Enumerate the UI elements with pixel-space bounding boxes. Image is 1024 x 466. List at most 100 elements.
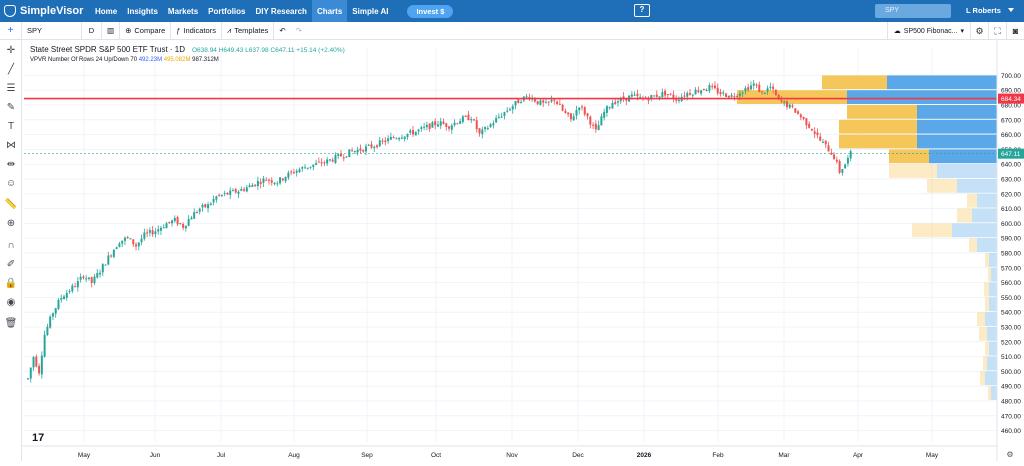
candle-body [176, 217, 179, 225]
y-tick-label: 640.00 [1001, 162, 1021, 169]
candle-body [99, 272, 102, 275]
candle-body [46, 326, 49, 335]
undo-button[interactable]: ↶ [274, 22, 290, 40]
candle-body [204, 204, 207, 208]
candle-body [229, 190, 232, 195]
candle-body [511, 106, 514, 110]
candle-body [664, 90, 667, 96]
candle-body [700, 90, 703, 94]
candle-body [159, 227, 162, 231]
candle-body [179, 223, 182, 225]
interval-selector[interactable]: D [82, 21, 102, 40]
volume-profile-down-bar [839, 134, 917, 149]
lock-icon[interactable]: 🔒 [4, 278, 18, 289]
nav-home[interactable]: Home [95, 6, 118, 16]
indicators-button[interactable]: ƒ Indicators [171, 21, 222, 40]
bar-style-button[interactable]: ▥ [102, 21, 121, 40]
ohlc-values: O638.94 H649.43 L637.98 C647.11 +15.14 (… [191, 47, 345, 54]
ruler-icon[interactable]: 📏 [4, 199, 18, 210]
candle-body [619, 97, 622, 102]
candle-body [439, 121, 442, 126]
user-menu[interactable]: L Roberts [966, 6, 1001, 15]
magnet-icon[interactable]: ∩ [7, 240, 15, 251]
nav-markets[interactable]: Markets [167, 6, 199, 16]
volume-profile-down-bar [977, 312, 985, 326]
symbol-selector[interactable]: SPY [22, 21, 82, 40]
candle-body [508, 109, 511, 111]
pencil-lock-icon[interactable]: ✐ [6, 259, 16, 270]
symbol-search-input[interactable]: SPY [875, 4, 951, 18]
x-tick-label: Mar [778, 452, 790, 459]
emoji-icon[interactable]: ☺ [5, 178, 17, 189]
candle-body [54, 308, 57, 314]
invest-button[interactable]: Invest $ [407, 4, 454, 18]
candle-body [799, 114, 802, 118]
nav-insights[interactable]: Insights [127, 6, 158, 16]
candle-body [605, 106, 608, 113]
volume-profile-up-bar [917, 105, 997, 119]
trash-icon[interactable]: 🗑 [4, 318, 18, 329]
shield-icon [4, 5, 16, 17]
nav-diy-research[interactable]: DIY Research [255, 6, 307, 16]
fullscreen-icon[interactable]: ⛶ [988, 22, 1006, 40]
candle-body [705, 89, 708, 92]
candle-body [220, 194, 223, 196]
candle-body [725, 93, 728, 97]
candle-body [395, 138, 398, 140]
volume-profile-down-bar [737, 90, 847, 104]
candle-body [353, 151, 356, 153]
volume-profile-down-bar [980, 371, 985, 386]
candle-body [520, 101, 523, 103]
candle-body [434, 121, 437, 126]
candle-body [653, 95, 656, 97]
brand-logo[interactable]: SimpleVisor [0, 5, 90, 17]
saved-layout-selector[interactable]: ☁ SP500 Fibonac... ▾ [886, 22, 970, 40]
price-chart[interactable]: 460.00 470.00 480.00 490.00 500.00 510.00 520.… [22, 40, 1024, 461]
candle-body [478, 128, 481, 134]
volume-profile-up-bar [977, 193, 997, 208]
candle-body [436, 124, 439, 127]
candle-body [287, 172, 290, 178]
candle-body [57, 300, 60, 309]
candle-body [475, 120, 478, 130]
nav-portfolios[interactable]: Portfolios [208, 6, 246, 16]
candle-body [340, 153, 343, 157]
camera-icon[interactable]: ◙ [1006, 22, 1024, 40]
tradingview-logo-icon[interactable]: 17 [32, 432, 45, 444]
redo-button[interactable]: ↷ [291, 22, 307, 40]
help-icon[interactable]: ? [634, 4, 650, 17]
chevron-down-icon[interactable] [1008, 8, 1014, 12]
zoom-in-icon[interactable]: ⊕ [6, 218, 16, 229]
candle-body [412, 130, 415, 135]
candle-body [841, 169, 844, 173]
candle-body [630, 94, 633, 97]
crosshair-icon[interactable]: + [0, 21, 22, 40]
candle-body [168, 221, 171, 223]
compare-button[interactable]: ⊕ Compare [120, 21, 172, 40]
eye-icon[interactable]: ◉ [6, 297, 16, 308]
candle-body [575, 109, 578, 116]
candle-body [556, 101, 559, 104]
candle-body [827, 145, 830, 152]
x-tick-label: 2026 [637, 452, 652, 459]
candle-body [43, 334, 46, 357]
templates-button[interactable]: ⩘ Templates [222, 21, 275, 40]
trend-line-icon[interactable]: ╱ [7, 64, 15, 75]
fib-retracement-icon[interactable]: ☰ [6, 83, 16, 94]
settings-gear-icon[interactable]: ⚙ [970, 22, 988, 40]
prediction-icon[interactable]: ⇹ [6, 159, 16, 170]
volume-profile-up-bar [985, 312, 997, 326]
candle-body [691, 94, 694, 96]
y-tick-label: 580.00 [1001, 251, 1021, 258]
chart-area[interactable]: 460.00 470.00 480.00 490.00 500.00 510.00 520.… [22, 40, 1024, 461]
candle-body [594, 123, 597, 130]
x-tick-label: Dec [572, 452, 584, 459]
text-tool-icon[interactable]: T [7, 121, 15, 132]
candle-body [802, 117, 805, 119]
nav-charts[interactable]: Charts [311, 0, 348, 22]
candle-body [503, 112, 506, 116]
nav-simple-ai[interactable]: Simple AI [352, 6, 389, 16]
pattern-icon[interactable]: ⋈ [6, 140, 16, 151]
brush-icon[interactable]: ✎ [6, 102, 16, 113]
crosshair-tool-icon[interactable]: ✛ [6, 45, 16, 56]
